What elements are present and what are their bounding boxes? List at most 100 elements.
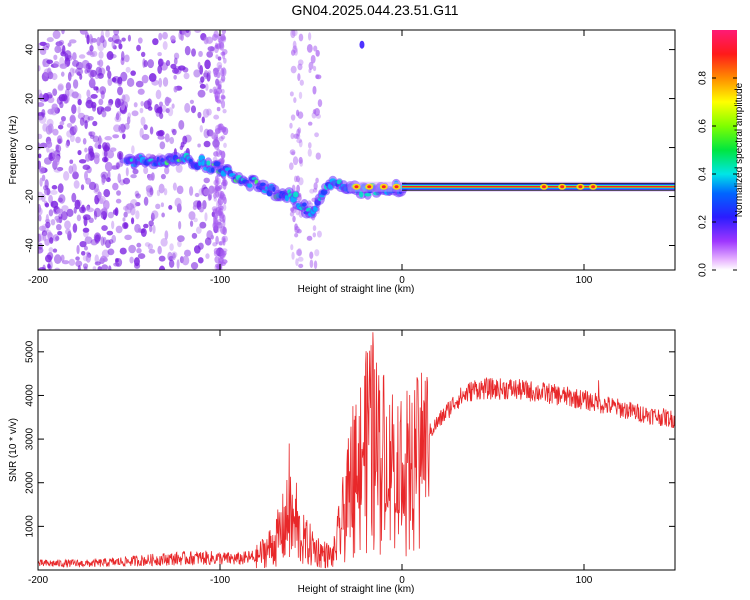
y-tick-label: 2000 [25, 471, 36, 494]
noise-speckle [221, 66, 226, 76]
noise-speckle [90, 239, 98, 246]
noise-speckle [129, 256, 134, 264]
noise-speckle [107, 211, 114, 219]
noise-speckle [193, 69, 201, 78]
noise-speckle [190, 105, 196, 114]
noise-speckle [143, 100, 151, 110]
noise-speckle [126, 77, 135, 88]
noise-speckle [202, 200, 207, 210]
noise-speckle [131, 110, 139, 117]
noise-speckle [84, 65, 89, 72]
noise-speckle [173, 57, 178, 65]
noise-speckle [157, 245, 162, 255]
noise-speckle [135, 193, 141, 199]
noise-speckle [203, 177, 210, 184]
noise-speckle [116, 151, 124, 160]
noise-speckle [291, 251, 295, 260]
noise-speckle [38, 225, 47, 231]
noise-speckle [75, 256, 80, 261]
noise-speckle [41, 108, 46, 118]
noise-speckle [179, 145, 184, 151]
noise-speckle [213, 67, 219, 73]
noise-speckle [38, 246, 44, 254]
noise-speckle [69, 114, 76, 124]
noise-speckle [130, 70, 136, 76]
noise-speckle [90, 69, 97, 78]
noise-speckle [197, 111, 202, 119]
noise-speckle [89, 77, 96, 84]
noise-speckle [115, 198, 122, 204]
noise-speckle [38, 233, 42, 243]
noise-speckle [48, 247, 54, 253]
noise-speckle [38, 143, 43, 150]
noise-speckle [205, 83, 209, 91]
noise-speckle [296, 128, 301, 137]
page-title: GN04.2025.044.23.51.G11 [291, 2, 459, 18]
noise-speckle [212, 208, 218, 214]
noise-speckle [46, 187, 50, 196]
noise-speckle [173, 52, 180, 60]
noise-speckle [299, 79, 304, 86]
noise-speckle [105, 177, 111, 183]
noise-speckle [104, 142, 111, 151]
noise-speckle [54, 267, 61, 270]
noise-speckle [100, 211, 108, 220]
noise-speckle [56, 223, 62, 231]
noise-speckle [294, 232, 299, 238]
noise-speckle [89, 69, 94, 80]
noise-speckle [178, 220, 182, 230]
noise-speckle [184, 102, 191, 113]
noise-speckle [89, 134, 95, 139]
noise-speckle [121, 37, 126, 42]
noise-speckle [114, 39, 122, 44]
noise-speckle [88, 131, 96, 137]
noise-speckle [289, 207, 295, 212]
noise-speckle [290, 49, 296, 56]
noise-speckle [39, 48, 47, 55]
noise-speckle [155, 89, 162, 100]
band-knot [367, 185, 372, 189]
noise-speckle [312, 232, 317, 238]
noise-speckle [315, 177, 319, 184]
colorbar-gradient [712, 30, 737, 270]
noise-speckle [114, 115, 122, 122]
noise-speckle [306, 235, 313, 241]
noise-speckle [111, 220, 115, 230]
noise-speckle [195, 226, 202, 234]
noise-speckle [49, 237, 54, 244]
noise-speckle [103, 188, 111, 198]
noise-speckle [130, 174, 137, 179]
noise-speckle [146, 187, 154, 198]
snr-axes: -200 -100 0 100 1000 2000 3000 4000 5000 [25, 330, 675, 586]
noise-speckle [308, 61, 314, 70]
noise-speckle [191, 232, 198, 239]
noise-speckle [113, 124, 121, 133]
noise-speckle [299, 159, 304, 167]
noise-speckle [162, 31, 168, 40]
noise-speckle [174, 197, 182, 208]
noise-speckle [218, 240, 224, 246]
noise-speckle [200, 76, 205, 83]
noise-speckle [68, 258, 76, 266]
noise-speckle [295, 109, 300, 117]
noise-speckle [52, 248, 58, 253]
noise-speckle [172, 252, 176, 261]
noise-speckle [72, 171, 79, 180]
noise-speckle [143, 196, 149, 206]
snr-line [38, 332, 675, 569]
noise-speckle [176, 259, 180, 269]
noise-speckle [114, 98, 121, 109]
noise-speckle [82, 263, 89, 269]
noise-speckle [141, 133, 150, 141]
x-tick-label: -200 [28, 575, 48, 586]
noise-speckle [87, 116, 94, 121]
noise-speckle [92, 105, 97, 112]
noise-speckle [290, 132, 295, 140]
band-knot [354, 185, 359, 189]
noise-speckle [57, 138, 63, 144]
noise-speckle [106, 51, 114, 61]
noise-speckle [94, 74, 99, 80]
noise-speckle [122, 177, 131, 185]
noise-speckle [203, 128, 210, 139]
